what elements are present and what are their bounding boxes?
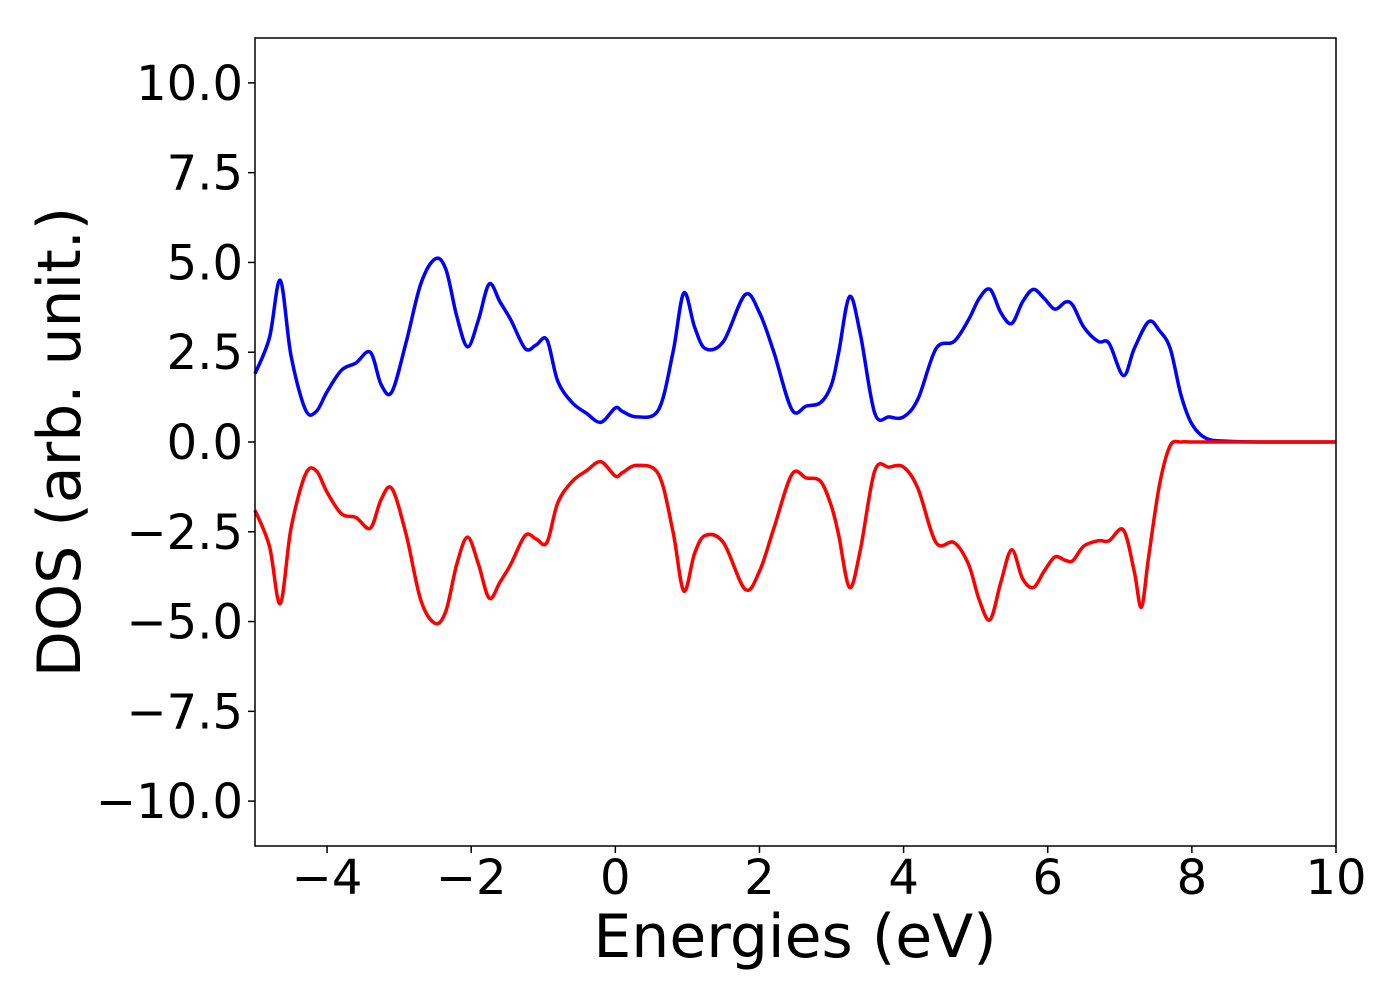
series-line-red [253,439,1336,626]
y-tick-label: −7.5 [126,684,243,740]
series-line-blue [253,256,1337,444]
x-tick-label: 10 [1305,850,1366,906]
y-tick-label: 2.5 [167,325,243,381]
x-axis: −4 −2 0 2 4 6 8 10 [292,846,1367,906]
series-layer [253,256,1337,626]
y-tick-label: 10.0 [136,56,243,112]
plot-area [255,38,1336,846]
y-axis-title: DOS (arb. unit.) [25,207,95,677]
y-axis: 10.0 7.5 5.0 2.5 0.0 −2.5 −5.0 −7.5 −10.0 [96,56,255,830]
x-tick-label: 8 [1177,850,1208,906]
x-tick-label: 6 [1032,850,1063,906]
y-tick-label: −5.0 [126,595,243,651]
y-tick-label: 5.0 [167,235,243,291]
x-tick-label: −2 [436,850,507,906]
y-tick-label: −2.5 [126,505,243,561]
x-tick-label: 4 [888,850,919,906]
x-tick-label: −4 [292,850,363,906]
x-tick-label: 2 [744,850,775,906]
y-tick-label: −10.0 [96,774,243,830]
y-tick-label: 0.0 [167,415,243,471]
y-tick-label: 7.5 [167,146,243,202]
x-tick-label: 0 [600,850,631,906]
x-axis-title: Energies (eV) [593,902,996,972]
